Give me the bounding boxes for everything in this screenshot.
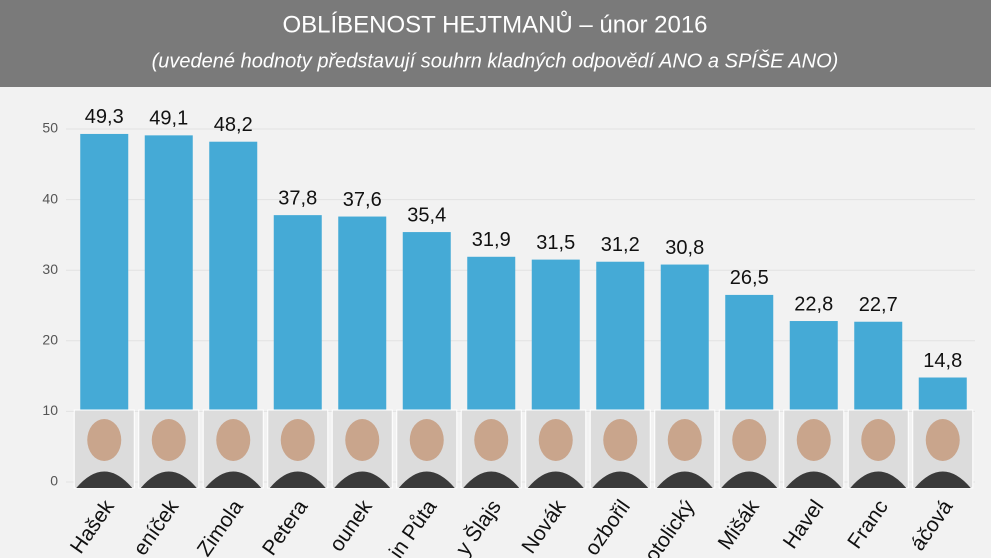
portrait-head (667, 419, 702, 461)
y-tick-label: 20 (42, 332, 58, 348)
portrait-body (334, 471, 391, 488)
portrait-body (463, 471, 520, 488)
portrait-body (850, 471, 907, 488)
value-label: 22,7 (859, 294, 898, 316)
value-label: 37,8 (278, 187, 317, 209)
portrait-head (861, 419, 896, 461)
value-label: 26,5 (730, 267, 769, 289)
portrait-head (538, 419, 573, 461)
portrait-head (474, 419, 509, 461)
portrait-head (151, 419, 186, 461)
portrait-head (280, 419, 315, 461)
y-tick-label: 10 (42, 402, 58, 418)
portrait-body (592, 471, 649, 488)
portrait-body (398, 471, 455, 488)
chart-subtitle: (uvedené hodnoty představují souhrn klad… (152, 49, 839, 72)
portrait-body (140, 471, 197, 488)
portrait-head (796, 419, 831, 461)
portrait-body (527, 471, 584, 488)
portrait-head (409, 419, 444, 461)
value-label: 14,8 (923, 350, 962, 372)
chart-title: OBLÍBENOST HEJTMANŮ – únor 2016 (282, 9, 707, 38)
y-tick-label: 30 (42, 261, 58, 277)
header (0, 0, 991, 87)
portrait-head (216, 419, 251, 461)
portrait-head (87, 419, 122, 461)
value-label: 48,2 (214, 114, 253, 136)
value-label: 49,3 (85, 106, 124, 128)
value-label: 31,5 (536, 232, 575, 254)
value-label: 49,1 (149, 108, 188, 130)
y-tick-label: 0 (50, 473, 58, 489)
portrait-body (205, 471, 262, 488)
portrait-body (721, 471, 778, 488)
portrait-head (603, 419, 638, 461)
portrait-body (656, 471, 713, 488)
value-label: 35,4 (407, 204, 446, 226)
portrait-head (732, 419, 767, 461)
value-label: 22,8 (794, 293, 833, 315)
portrait-head (345, 419, 380, 461)
y-tick-label: 50 (42, 120, 58, 136)
value-label: 37,6 (343, 189, 382, 211)
portrait-body (76, 471, 133, 488)
portrait-head (925, 419, 960, 461)
y-tick-label: 40 (42, 190, 58, 206)
value-label: 31,2 (601, 234, 640, 256)
value-label: 31,9 (472, 229, 511, 251)
value-label: 30,8 (665, 237, 704, 259)
portrait-body (785, 471, 842, 488)
portrait-body (269, 471, 326, 488)
portrait-body (914, 471, 971, 488)
